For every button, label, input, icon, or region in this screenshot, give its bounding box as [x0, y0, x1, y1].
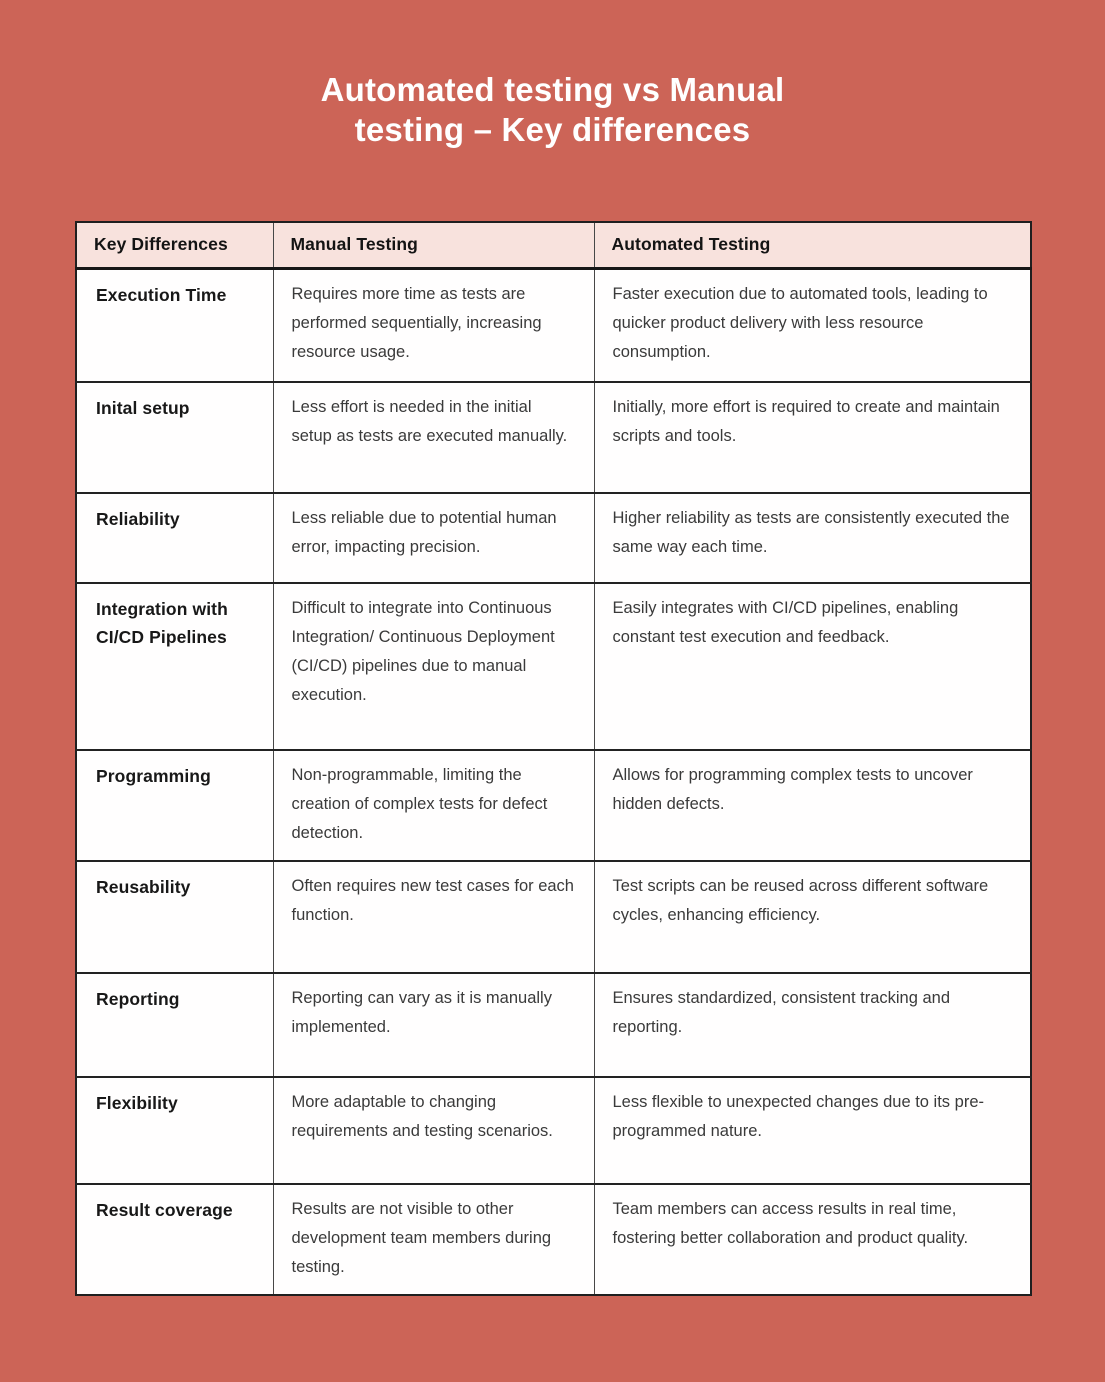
comparison-table: Key Differences Manual Testing Automated…	[75, 221, 1032, 1296]
manual-cell: Results are not visible to other develop…	[272, 1183, 594, 1295]
automated-cell: Ensures standardized, consistent trackin…	[593, 972, 1031, 1077]
manual-cell: Less effort is needed in the initial set…	[272, 381, 594, 493]
row-key-cell: Execution Time	[76, 267, 273, 382]
row-key-cell: Reliability	[76, 492, 273, 583]
manual-cell: More adaptable to changing requirements …	[272, 1076, 594, 1184]
automated-cell: Faster execution due to automated tools,…	[593, 267, 1031, 382]
page-title-line1: Automated testing vs Manual	[320, 71, 785, 108]
automated-cell: Easily integrates with CI/CD pipelines, …	[593, 582, 1031, 750]
manual-cell: Less reliable due to potential human err…	[272, 492, 594, 583]
row-key-cell: Programming	[76, 749, 273, 861]
manual-cell: Difficult to integrate into Continuous I…	[272, 582, 594, 750]
row-key-cell: Reporting	[76, 972, 273, 1077]
table-row: Reliability Less reliable due to potenti…	[76, 492, 1031, 583]
manual-cell: Non-programmable, limiting the creation …	[272, 749, 594, 861]
row-key-cell: Integration with CI/CD Pipelines	[76, 582, 273, 750]
table-row: Inital setup Less effort is needed in th…	[76, 381, 1031, 493]
table-row: Integration with CI/CD Pipelines Difficu…	[76, 582, 1031, 750]
automated-cell: Initially, more effort is required to cr…	[593, 381, 1031, 493]
header-manual-testing: Manual Testing	[272, 222, 594, 270]
page-title-line2: testing – Key differences	[354, 111, 751, 148]
table-row: Reusability Often requires new test case…	[76, 860, 1031, 973]
comparison-table-container: Key Differences Manual Testing Automated…	[75, 221, 1032, 1296]
automated-cell: Test scripts can be reused across differ…	[593, 860, 1031, 973]
table-header-row: Key Differences Manual Testing Automated…	[76, 222, 1031, 270]
manual-cell: Reporting can vary as it is manually imp…	[272, 972, 594, 1077]
automated-cell: Less flexible to unexpected changes due …	[593, 1076, 1031, 1184]
row-key-cell: Flexibility	[76, 1076, 273, 1184]
header-automated-testing: Automated Testing	[593, 222, 1031, 270]
table-row: Programming Non-programmable, limiting t…	[76, 749, 1031, 861]
automated-cell: Allows for programming complex tests to …	[593, 749, 1031, 861]
automated-cell: Higher reliability as tests are consiste…	[593, 492, 1031, 583]
page-title: Automated testing vs Manual testing – Ke…	[0, 70, 1105, 150]
table-row: Flexibility More adaptable to changing r…	[76, 1076, 1031, 1184]
row-key-cell: Inital setup	[76, 381, 273, 493]
automated-cell: Team members can access results in real …	[593, 1183, 1031, 1295]
manual-cell: Requires more time as tests are performe…	[272, 267, 594, 382]
table-row: Result coverage Results are not visible …	[76, 1183, 1031, 1295]
table-row: Execution Time Requires more time as tes…	[76, 267, 1031, 382]
row-key-cell: Result coverage	[76, 1183, 273, 1295]
row-key-cell: Reusability	[76, 860, 273, 973]
table-row: Reporting Reporting can vary as it is ma…	[76, 972, 1031, 1077]
manual-cell: Often requires new test cases for each f…	[272, 860, 594, 973]
header-key-differences: Key Differences	[76, 222, 273, 270]
